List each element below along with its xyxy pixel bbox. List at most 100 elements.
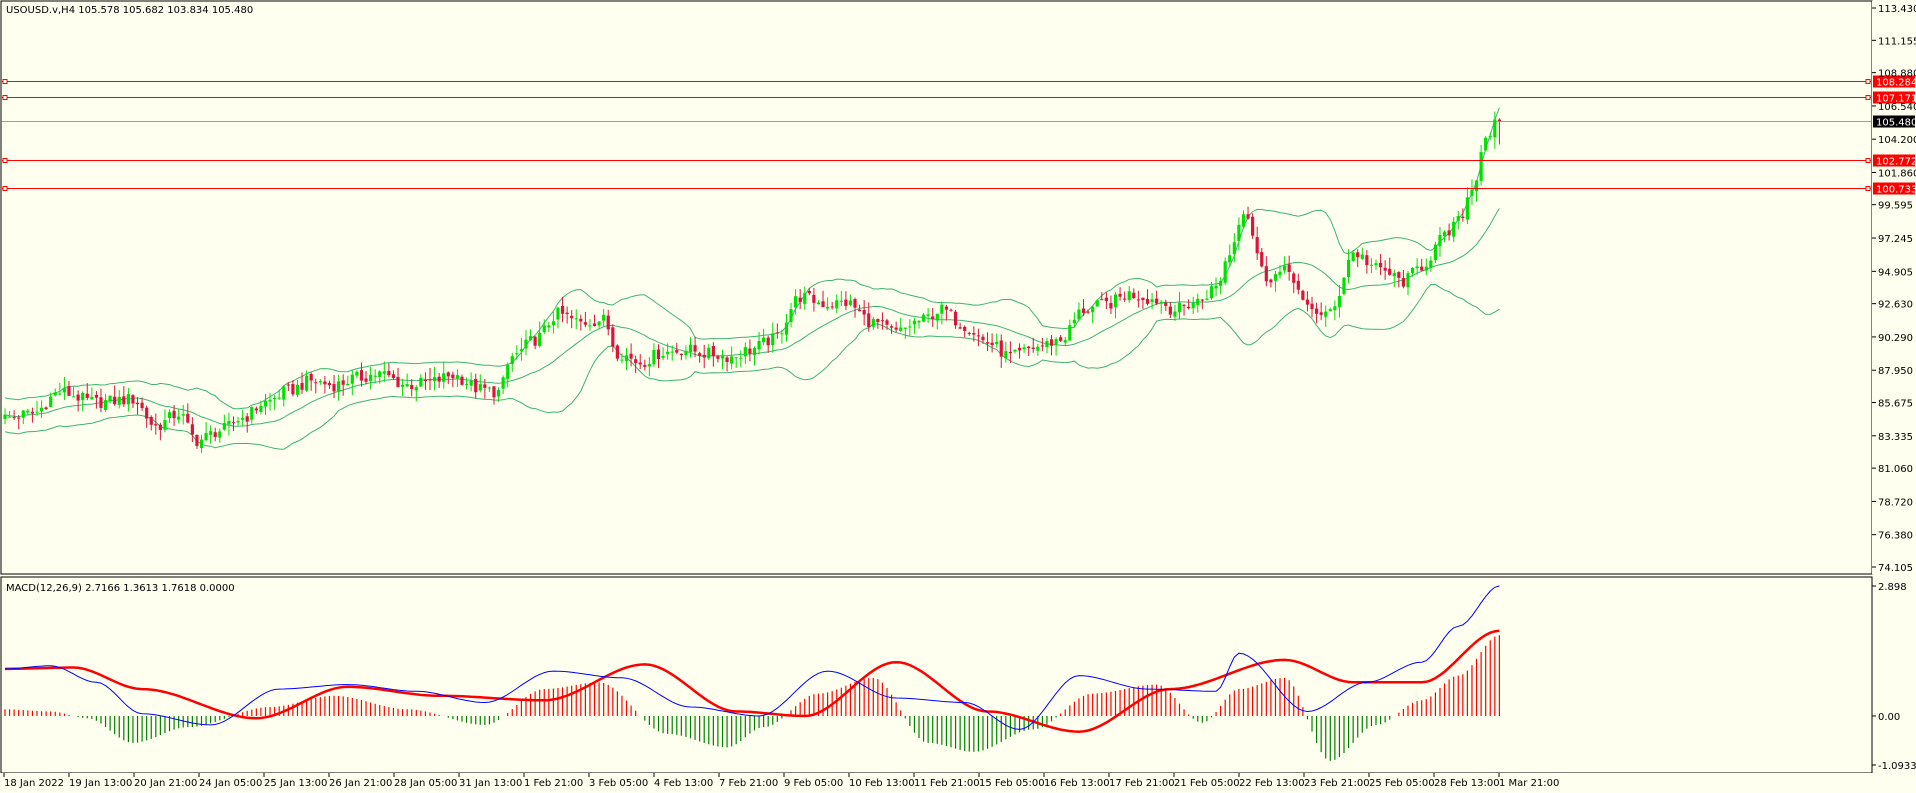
candle-body: [661, 356, 665, 358]
candle: [487, 386, 492, 392]
candle: [1383, 260, 1387, 280]
price-tick-label: 83.335: [1878, 432, 1913, 443]
candle-body: [337, 381, 341, 392]
candle: [1442, 230, 1447, 242]
candle: [1401, 269, 1406, 289]
candle-body: [752, 348, 757, 356]
macd-tick-label: 2.898: [1878, 582, 1907, 593]
candle: [1365, 250, 1369, 274]
candle: [812, 287, 816, 312]
candle: [204, 421, 208, 442]
candle: [382, 361, 386, 382]
candle: [62, 376, 67, 401]
candle: [1333, 300, 1337, 321]
candle: [108, 395, 112, 404]
candle-body: [620, 359, 624, 361]
candle-body: [931, 316, 935, 319]
candle: [784, 314, 789, 342]
candle-body: [1415, 266, 1419, 269]
candle-body: [1342, 277, 1346, 295]
horizontal-levels[interactable]: 108.284 107.171 102.772 100.733 105.480: [2, 75, 1916, 196]
candle: [350, 370, 354, 396]
candle: [940, 301, 944, 325]
candle: [1118, 287, 1122, 301]
candle-body: [1410, 268, 1415, 274]
candle: [158, 422, 162, 441]
candle-body: [154, 424, 158, 426]
candle-body: [12, 417, 16, 419]
candle: [268, 392, 272, 411]
candle-body: [1036, 346, 1040, 351]
candle-body: [1095, 300, 1099, 307]
candle-body: [241, 417, 245, 420]
candle: [1182, 304, 1186, 316]
candle-body: [835, 300, 839, 309]
candle: [826, 297, 830, 311]
candle: [300, 372, 304, 394]
candle: [1104, 292, 1108, 310]
candle: [533, 336, 537, 350]
candle: [894, 321, 898, 333]
candle-body: [1091, 306, 1095, 313]
candle: [478, 374, 482, 393]
candle-body: [1488, 135, 1492, 137]
candle-body: [547, 325, 551, 328]
price-tick-label: 85.675: [1878, 399, 1913, 410]
candle-body: [410, 385, 414, 389]
candle: [1342, 276, 1346, 296]
price-pane[interactable]: [0, 0, 1873, 575]
candle-body: [944, 306, 949, 310]
candle: [90, 387, 94, 400]
candle-body: [49, 396, 53, 408]
candle-body: [624, 355, 629, 362]
candle: [1255, 226, 1259, 260]
candle: [286, 382, 290, 392]
candle-body: [798, 297, 802, 303]
candle: [359, 362, 364, 387]
candle: [117, 390, 121, 409]
price-tick-label: 97.245: [1878, 234, 1913, 245]
candle-body: [113, 396, 117, 405]
candle-body: [684, 351, 688, 356]
candle-body: [506, 364, 510, 379]
candle: [1392, 269, 1396, 287]
candle: [1113, 291, 1118, 319]
candle: [1493, 111, 1497, 149]
candle: [291, 380, 295, 397]
candle-body: [656, 349, 661, 360]
candle: [730, 346, 734, 370]
time-tick-label: 26 Jan 21:00: [329, 778, 392, 789]
candle: [483, 378, 487, 399]
candle: [1465, 187, 1469, 225]
candle-body: [1017, 347, 1022, 351]
candle-body: [177, 416, 181, 420]
candle: [1132, 288, 1136, 299]
candle: [670, 345, 674, 361]
candle-body: [1150, 299, 1154, 303]
candle-body: [1013, 349, 1017, 352]
candle-body: [1237, 224, 1241, 241]
candle: [1497, 118, 1501, 145]
candle-body: [953, 311, 958, 326]
candle-body: [1086, 311, 1090, 313]
candle-body: [775, 332, 779, 334]
price-tick-label: 81.060: [1878, 464, 1913, 475]
candle: [1036, 343, 1040, 356]
candle-body: [1068, 325, 1072, 341]
candle: [1081, 299, 1086, 317]
candle-body: [1497, 119, 1501, 122]
macd-pane[interactable]: [0, 576, 1873, 774]
time-axis[interactable]: [0, 773, 1916, 793]
candle-body: [71, 396, 76, 398]
candle: [1059, 334, 1063, 342]
candle-body: [1401, 278, 1406, 287]
candle: [707, 343, 711, 360]
candle-body: [405, 384, 409, 387]
signal-line: [5, 629, 1500, 733]
candle-body: [1022, 347, 1026, 350]
candle-body: [432, 377, 437, 381]
candle: [273, 395, 277, 410]
candle: [1319, 302, 1323, 321]
level-price-label-bg: [1873, 91, 1915, 104]
